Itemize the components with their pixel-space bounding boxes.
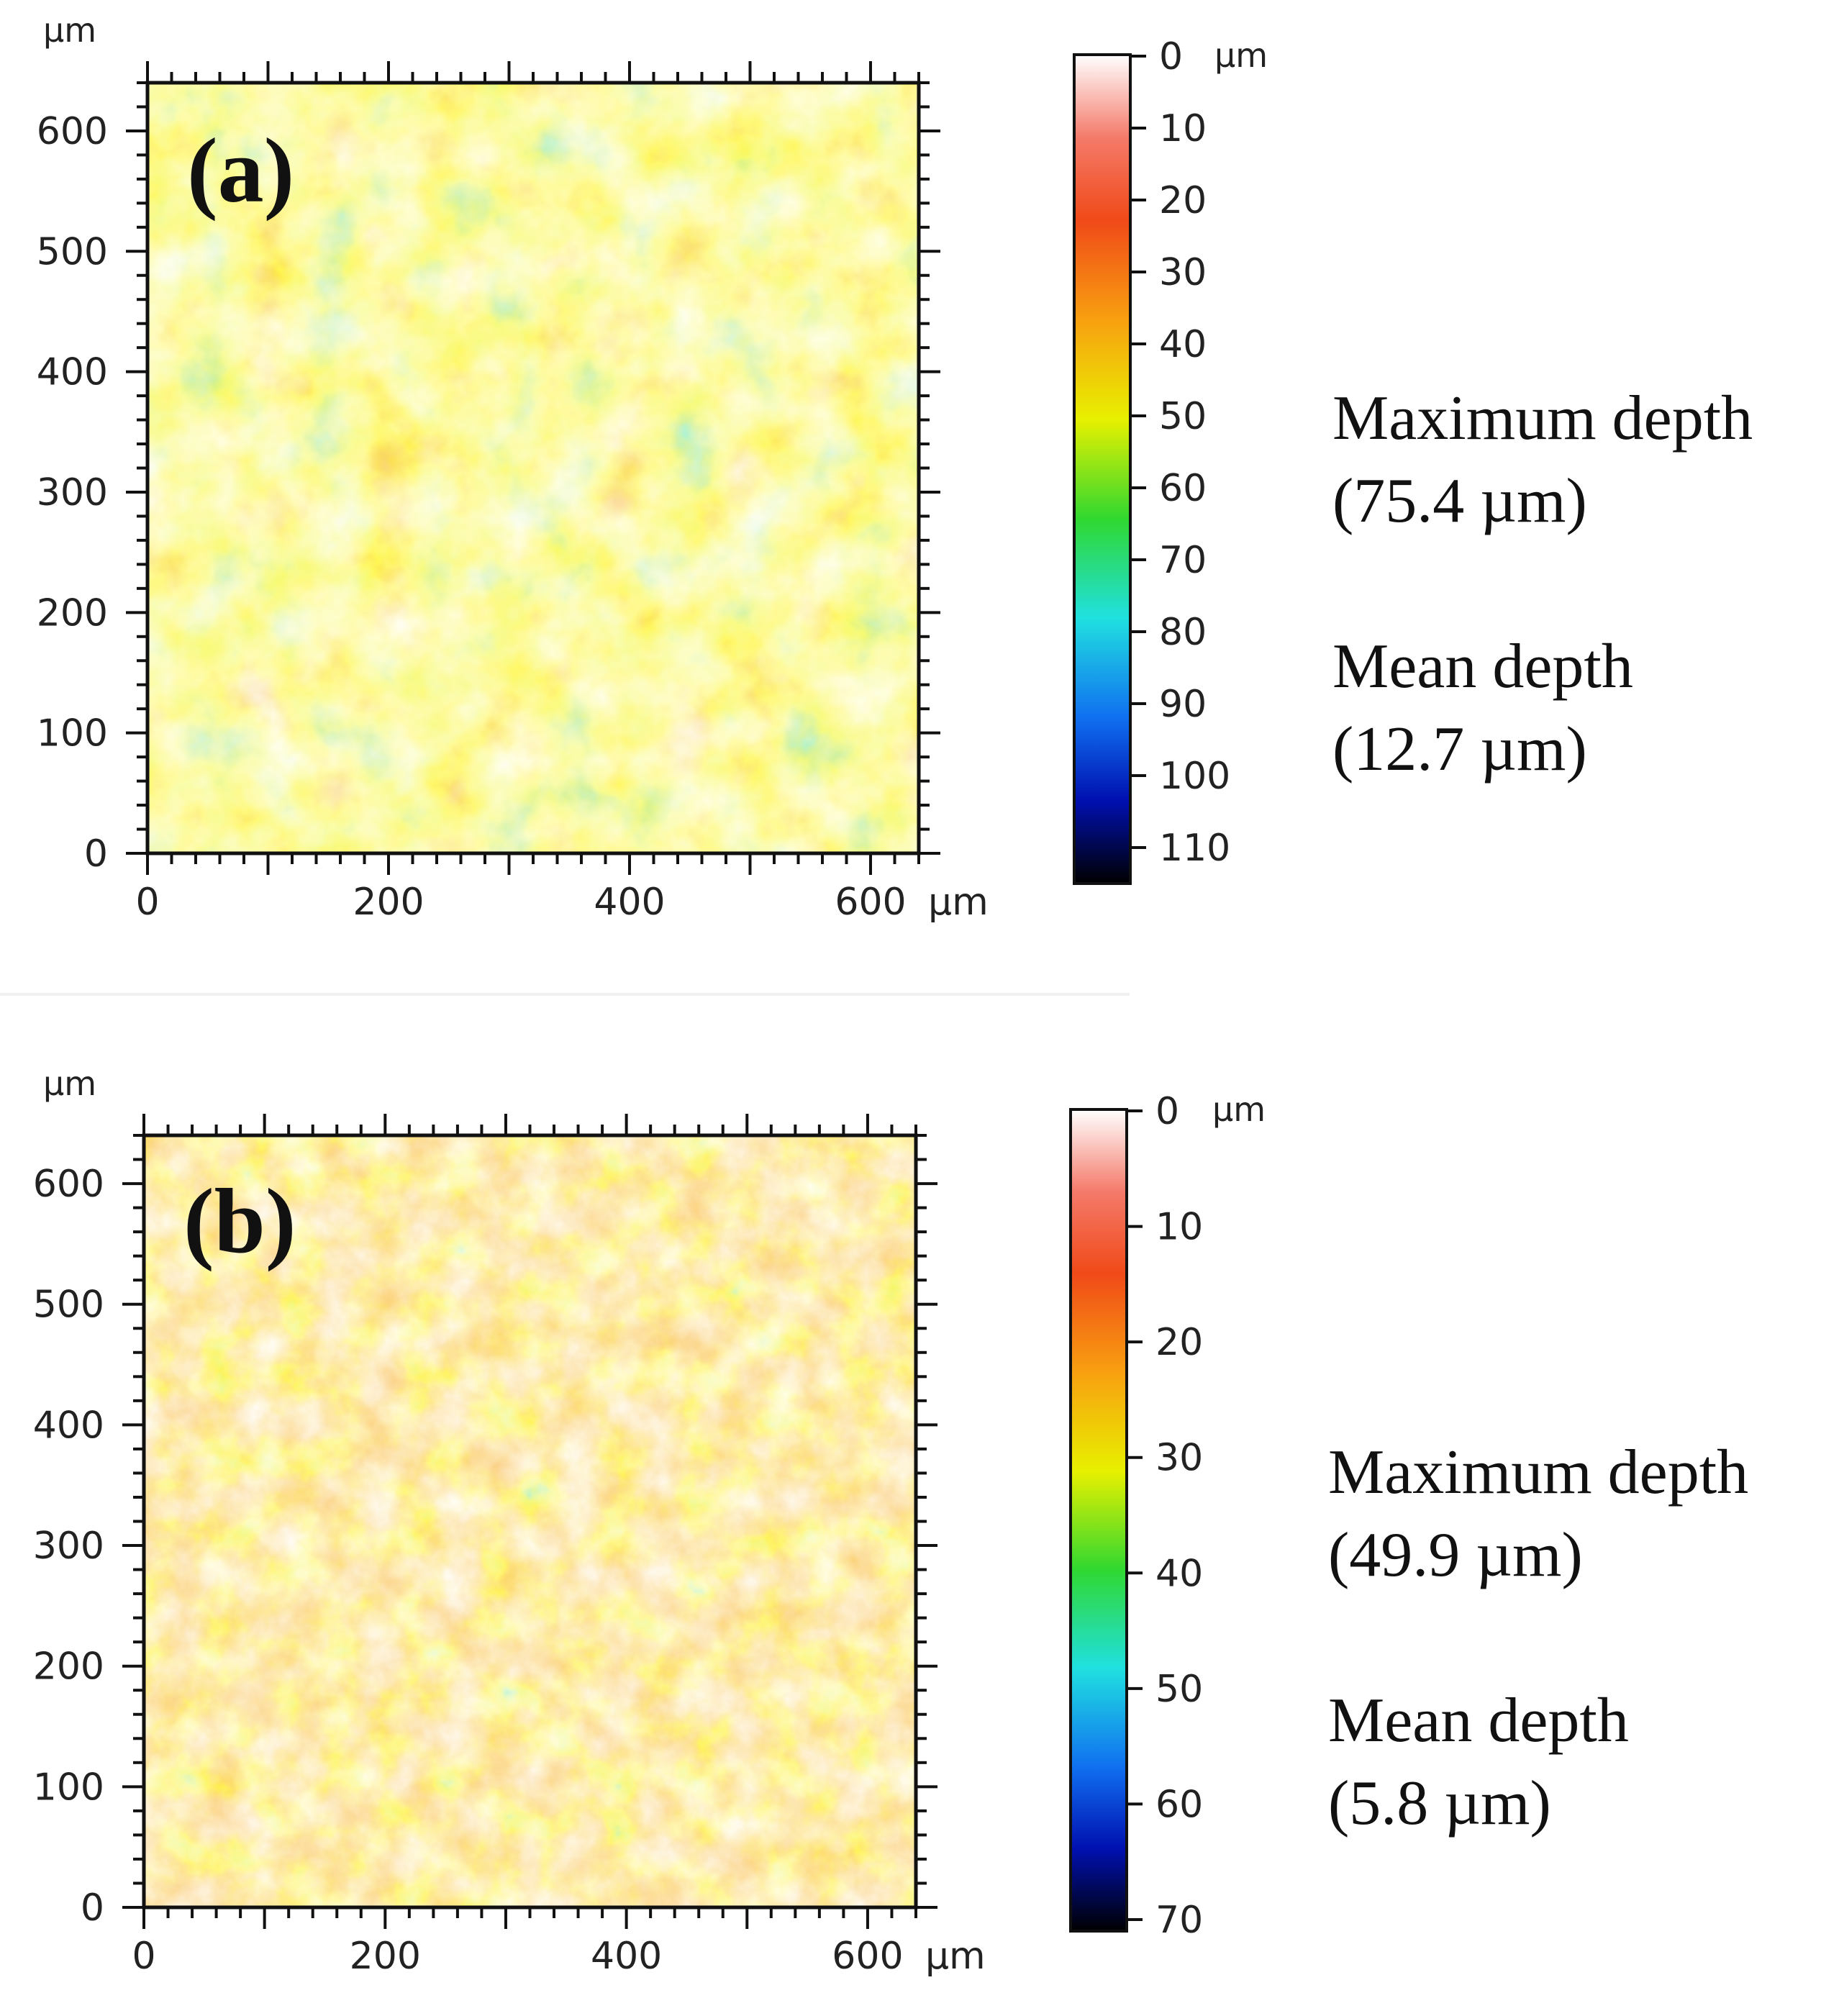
- x-tick-label: 400: [594, 881, 665, 924]
- y-unit-label: µm: [43, 1064, 96, 1103]
- max-depth-label-a: Maximum depth: [1332, 383, 1753, 453]
- max-depth-value-a: (75.4 µm): [1332, 466, 1587, 536]
- depth-map-b: [144, 1135, 916, 1907]
- depth-map-a: [147, 83, 919, 853]
- y-tick-label: 400: [37, 351, 108, 394]
- mean-depth-value-b: (5.8 µm): [1328, 1768, 1551, 1838]
- y-tick-label: 0: [81, 1886, 104, 1930]
- colorbar-b: [1069, 1108, 1128, 1933]
- colorbar-tick-label: 70: [1155, 1899, 1203, 1942]
- colorbar-tick-label: 50: [1159, 395, 1207, 438]
- y-tick-label: 600: [33, 1163, 104, 1206]
- y-tick-label: 300: [33, 1525, 104, 1568]
- colorbar-tick-label: 110: [1159, 827, 1230, 870]
- colorbar-tick-label: 60: [1159, 467, 1207, 510]
- colorbar-tick-label: 100: [1159, 755, 1230, 798]
- y-tick-label: 200: [33, 1645, 104, 1689]
- colorbar-a: [1073, 53, 1132, 885]
- colorbar-tick-label: 20: [1159, 179, 1207, 222]
- x-tick-label: 0: [135, 881, 159, 924]
- mean-depth-value-a: (12.7 µm): [1332, 714, 1587, 784]
- y-tick-label: 200: [37, 591, 108, 635]
- colorbar-tick-label: 10: [1155, 1206, 1203, 1249]
- y-tick-label: 300: [37, 471, 108, 514]
- x-tick-label: 400: [591, 1935, 662, 1978]
- colorbar-unit-a: µm: [1214, 36, 1268, 75]
- mean-depth-label-b: Mean depth: [1328, 1686, 1629, 1756]
- x-unit-label: µm: [925, 1935, 986, 1978]
- panel-b: µm 0 200 400 600 µm 0 100 200 300 400 500 600 (b) 0…: [33, 1064, 1748, 1978]
- panel-label-a: (a): [187, 119, 294, 222]
- colorbar-unit-b: µm: [1212, 1090, 1266, 1129]
- colorbar-tick-label: 20: [1155, 1321, 1203, 1364]
- colorbar-tick-label: 0: [1155, 1090, 1179, 1133]
- y-tick-label: 0: [84, 832, 108, 876]
- x-tick-label: 200: [350, 1935, 421, 1978]
- colorbar-tick-label: 50: [1155, 1668, 1203, 1711]
- y-tick-label: 400: [33, 1404, 104, 1447]
- y-tick-label: 500: [37, 230, 108, 273]
- y-tick-label: 500: [33, 1284, 104, 1327]
- colorbar-tick-label: 80: [1159, 611, 1207, 654]
- mean-depth-label-a: Mean depth: [1332, 632, 1633, 701]
- x-unit-label: µm: [928, 881, 989, 924]
- x-tick-label: 200: [353, 881, 424, 924]
- panel-label-b: (b): [183, 1170, 296, 1272]
- y-tick-label: 600: [37, 110, 108, 153]
- panel-a: µm 0 200 400 600 µm 0 100 200 300 400 500 600 (a) 0…: [37, 11, 1753, 924]
- x-tick-label: 600: [832, 1935, 903, 1978]
- colorbar-tick-label: 70: [1159, 539, 1207, 582]
- colorbar-tick-label: 90: [1159, 683, 1207, 726]
- x-tick-label: 0: [132, 1935, 155, 1978]
- colorbar-tick-label: 60: [1155, 1783, 1203, 1826]
- colorbar-tick-label: 30: [1155, 1437, 1203, 1480]
- colorbar-tick-label: 40: [1155, 1552, 1203, 1595]
- max-depth-label-b: Maximum depth: [1328, 1438, 1748, 1507]
- colorbar-tick-label: 40: [1159, 323, 1207, 366]
- y-unit-label: µm: [43, 11, 96, 50]
- y-tick-label: 100: [33, 1766, 104, 1809]
- y-tick-label: 100: [37, 712, 108, 755]
- colorbar-tick-label: 0: [1159, 35, 1183, 78]
- x-tick-label: 600: [835, 881, 906, 924]
- max-depth-value-b: (49.9 µm): [1328, 1520, 1583, 1590]
- colorbar-tick-label: 10: [1159, 107, 1207, 150]
- colorbar-tick-label: 30: [1159, 251, 1207, 294]
